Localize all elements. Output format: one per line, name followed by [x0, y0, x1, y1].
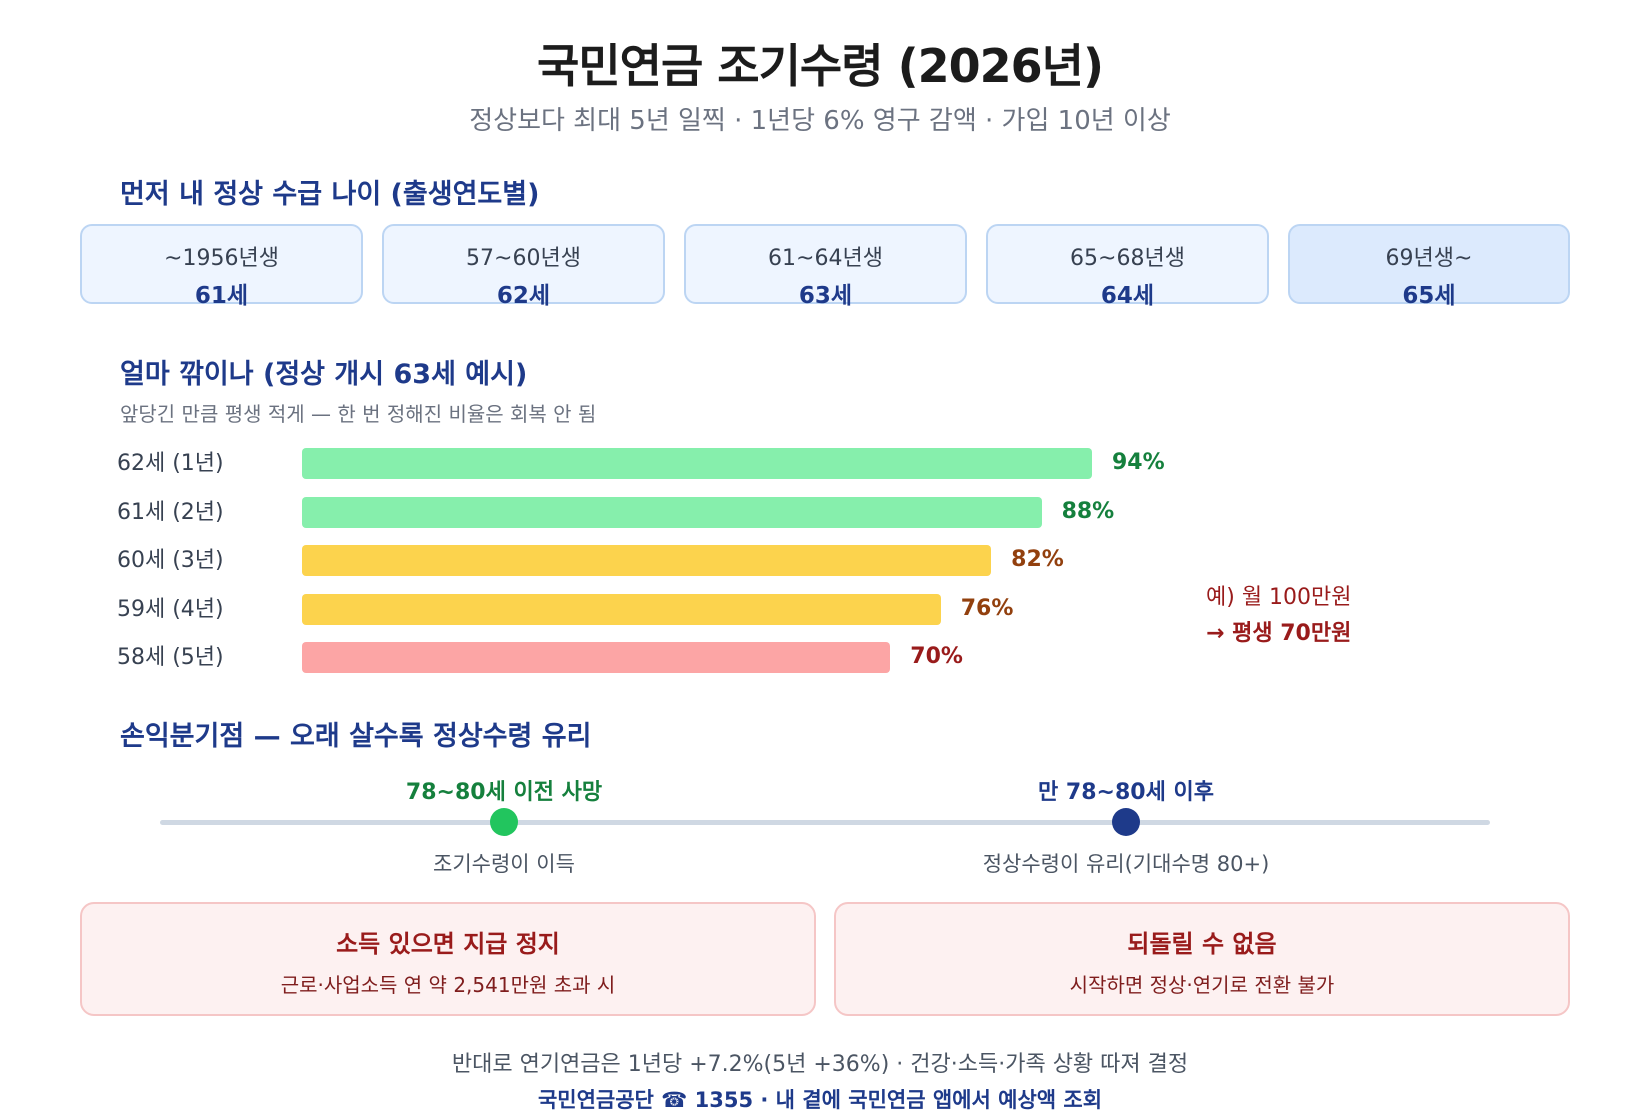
breakeven-timeline [160, 820, 1490, 825]
age-card-cohort: 57~60년생 [466, 246, 581, 271]
age-card-row: ~1956년생 61세 57~60년생 62세 61~64년생 63세 65~6… [80, 224, 1570, 309]
bar-value-label: 94% [1112, 450, 1165, 475]
section-heading-reduction: 얼마 깎이나 (정상 개시 63세 예시) [120, 359, 528, 390]
age-card-cohort: 69년생~ [1385, 246, 1473, 271]
example-callout: 예) 월 100만원 → 평생 70만원 [1206, 580, 1352, 652]
early-dot-marker [490, 808, 518, 836]
age-card-age: 61세 [194, 283, 249, 309]
age-card-cohort: 65~68년생 [1070, 246, 1185, 271]
age-card: 61~64년생 63세 [684, 224, 967, 309]
early-benefit-label: 조기수령이 이득 [433, 852, 575, 876]
footer-contact: 국민연금공단 ☎ 1355 · 내 곁에 국민연금 앱에서 예상액 조회 [537, 1088, 1103, 1112]
bar-value-label: 76% [960, 595, 1014, 621]
warning-title: 되돌릴 수 없음 [1127, 930, 1277, 958]
age-card-highlighted: 69년생~ 65세 [1288, 224, 1570, 309]
bar-value-label: 82% [1011, 547, 1064, 572]
warning-desc: 시작하면 정상·연기로 전환 불가 [1069, 973, 1335, 997]
page-subtitle: 정상보다 최대 5년 일찍 · 1년당 6% 영구 감액 · 가입 10년 이상 [469, 106, 1171, 136]
age-card: 57~60년생 62세 [382, 224, 665, 309]
reduction-note: 앞당긴 만큼 평생 적게 — 한 번 정해진 비율은 회복 안 됨 [120, 402, 597, 426]
age-card-age: 63세 [798, 283, 853, 309]
age-card: ~1956년생 61세 [80, 224, 363, 309]
reduction-bar [302, 545, 992, 576]
page-title: 국민연금 조기수령 (2026년) [537, 39, 1104, 93]
age-card: 65~68년생 64세 [986, 224, 1269, 309]
age-card-age: 65세 [1402, 283, 1456, 309]
age-card-age: 64세 [1100, 283, 1155, 309]
warning-card-income: 소득 있으면 지급 정지 근로·사업소득 연 약 2,541만원 초과 시 [80, 902, 816, 1016]
late-age-label: 만 78~80세 이후 [1038, 780, 1214, 805]
example-line-1: 예) 월 100만원 [1206, 585, 1352, 610]
footer-deferred-note: 반대로 연기연금은 1년당 +7.2%(5년 +36%) · 건강·소득·가족 … [451, 1052, 1189, 1077]
bar-value-label: 88% [1061, 498, 1115, 524]
section-heading-breakeven: 손익분기점 — 오래 살수록 정상수령 유리 [120, 721, 592, 752]
normal-benefit-label: 정상수령이 유리(기대수명 80+) [982, 852, 1270, 876]
normal-dot-marker [1112, 808, 1140, 836]
reduction-bar [302, 496, 1042, 528]
warning-desc: 근로·사업소득 연 약 2,541만원 초과 시 [280, 973, 616, 997]
bar-value-label: 70% [910, 644, 963, 669]
age-card-age: 62세 [496, 283, 551, 309]
bar-category-label: 61세 (2년) [117, 499, 224, 525]
section-heading-normal-age: 먼저 내 정상 수급 나이 (출생연도별) [120, 179, 540, 210]
example-line-2: → 평생 70만원 [1206, 621, 1352, 646]
reduction-bar [302, 448, 1092, 479]
bar-category-label: 60세 (3년) [117, 548, 224, 573]
warning-card-irreversible: 되돌릴 수 없음 시작하면 정상·연기로 전환 불가 [834, 902, 1570, 1016]
age-card-cohort: ~1956년생 [164, 246, 279, 271]
warning-title: 소득 있으면 지급 정지 [336, 930, 560, 958]
bar-category-label: 59세 (4년) [117, 596, 224, 622]
bar-category-label: 58세 (5년) [117, 645, 224, 670]
age-card-cohort: 61~64년생 [768, 246, 883, 271]
reduction-bar [302, 593, 941, 625]
early-death-label: 78~80세 이전 사망 [405, 780, 603, 805]
bar-category-label: 62세 (1년) [117, 451, 224, 476]
reduction-bar [302, 642, 891, 673]
